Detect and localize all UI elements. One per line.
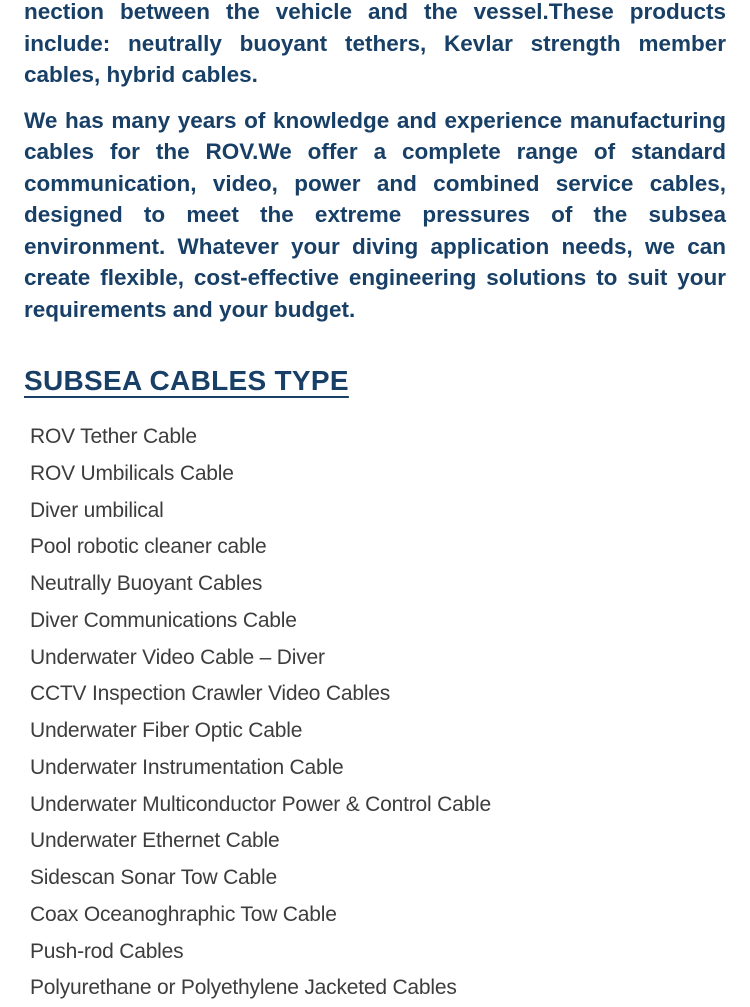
list-item: Underwater Fiber Optic Cable xyxy=(30,713,726,750)
list-item: Polyurethane or Polyethylene Jacketed Ca… xyxy=(30,970,726,1007)
list-item: Diver umbilical xyxy=(30,493,726,530)
list-item: Underwater Video Cable – Diver xyxy=(30,640,726,677)
list-item: Underwater Ethernet Cable xyxy=(30,823,726,860)
list-item: Sidescan Sonar Tow Cable xyxy=(30,860,726,897)
list-item: Pool robotic cleaner cable xyxy=(30,529,726,566)
list-item: CCTV Inspection Crawler Video Cables xyxy=(30,676,726,713)
list-item: Underwater Instrumentation Cable xyxy=(30,750,726,787)
intro-paragraph-1: nection between the vehicle and the vess… xyxy=(24,0,726,91)
list-item: ROV Umbilicals Cable xyxy=(30,456,726,493)
list-item: Neutrally Buoyant Cables xyxy=(30,566,726,603)
section-heading: SUBSEA CABLES TYPE xyxy=(24,365,726,397)
list-item: ROV Tether Cable xyxy=(30,419,726,456)
intro-paragraph-2: We has many years of knowledge and exper… xyxy=(24,105,726,326)
list-item: Diver Communications Cable xyxy=(30,603,726,640)
list-item: Push-rod Cables xyxy=(30,934,726,971)
list-item: Underwater Multiconductor Power & Contro… xyxy=(30,787,726,824)
cable-type-list: ROV Tether Cable ROV Umbilicals Cable Di… xyxy=(24,419,726,1007)
intro-block: nection between the vehicle and the vess… xyxy=(24,0,726,325)
list-item: Coax Oceanoghraphic Tow Cable xyxy=(30,897,726,934)
